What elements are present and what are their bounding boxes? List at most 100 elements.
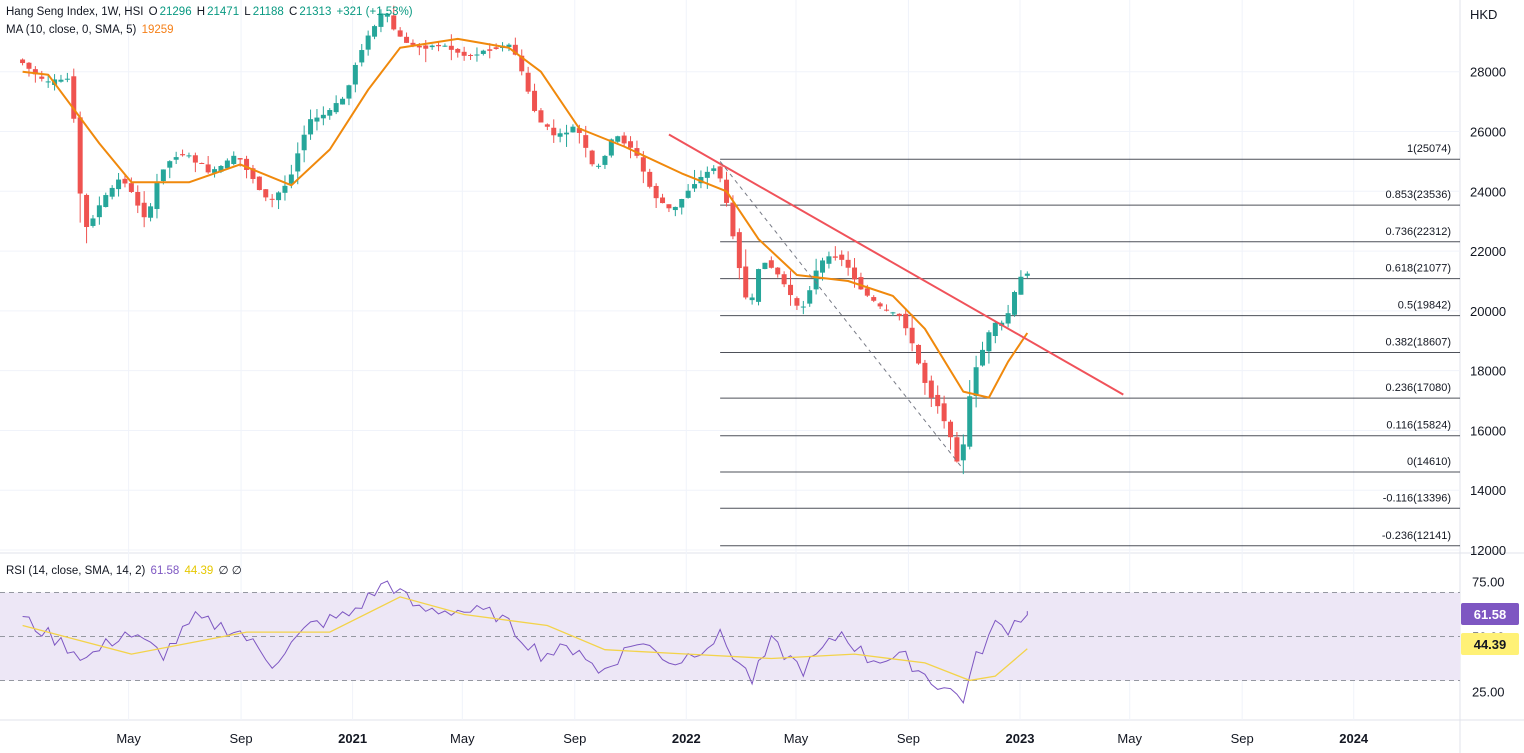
candle-body: [525, 72, 531, 92]
drawings[interactable]: [668, 133, 1124, 470]
fib-level-label: 0.116(15824): [1386, 420, 1451, 432]
time-tick-label: Sep: [230, 731, 253, 746]
candle-body: [589, 150, 595, 165]
candle-up: [480, 49, 486, 56]
candle-body: [704, 171, 710, 178]
candle-body: [26, 62, 32, 69]
candle-body: [237, 158, 243, 160]
candle-body: [122, 178, 128, 184]
candle-body: [224, 160, 230, 169]
candles: [20, 5, 1030, 475]
candle-down: [39, 70, 45, 82]
candle-body: [416, 45, 422, 48]
candle-down: [794, 296, 800, 311]
rsi-label: RSI (14, close, SMA, 14, 2): [6, 565, 146, 577]
time-axis[interactable]: May Sep 2021 May Sep 2022 May Sep 2023 May Sep 2024: [116, 731, 1369, 746]
candle-body: [148, 206, 154, 218]
candle-up: [564, 124, 570, 147]
candle-down: [256, 176, 262, 191]
candle-up: [1012, 290, 1018, 317]
fib-level-label: 0(14610): [1407, 456, 1451, 468]
candle-down: [775, 267, 781, 278]
candle-up: [154, 173, 160, 219]
candle-body: [890, 312, 896, 314]
candle-body: [602, 155, 608, 165]
close-label: C: [289, 6, 298, 18]
candle-body: [788, 284, 794, 296]
candle-body: [173, 157, 179, 160]
candle-body: [397, 30, 403, 37]
rsi-lines: [22, 580, 1028, 704]
candle-down: [180, 149, 186, 157]
candle-body: [596, 165, 602, 167]
candle-body: [77, 117, 83, 194]
candle-down: [404, 32, 410, 44]
candle-body: [212, 169, 218, 173]
candle-body: [429, 45, 435, 48]
fib-level-label: 1(25074): [1407, 143, 1451, 155]
candle-body: [736, 232, 742, 269]
candle-down: [32, 66, 38, 83]
fibonacci-levels[interactable]: 1(25074) 0.853(23536) 0.736(22312) 0.618(21…: [720, 143, 1460, 547]
candle-down: [909, 314, 915, 352]
candle-body: [180, 154, 186, 156]
candle-body: [1005, 313, 1011, 324]
candle-body: [244, 158, 250, 170]
rsi-sma-line: [22, 596, 1028, 682]
candle-up: [890, 311, 896, 317]
candle-down: [768, 256, 774, 269]
candle-down: [781, 271, 787, 288]
candle-body: [423, 45, 429, 49]
ma-legend[interactable]: MA (10, close, 0, SMA, 5) 19259: [6, 24, 176, 36]
candle-body: [20, 59, 26, 64]
candle-down: [788, 270, 794, 306]
price-scale[interactable]: 12000 14000 16000 18000 20000 22000 24000 26000…: [1470, 65, 1506, 558]
candle-up: [826, 251, 832, 269]
candle-down: [666, 204, 672, 213]
indicator-lines: [22, 37, 1029, 399]
candle-up: [333, 95, 339, 115]
candle-body: [743, 266, 749, 298]
candle-down: [269, 194, 275, 208]
candle-body: [640, 157, 646, 172]
trendline: [668, 133, 1124, 396]
candle-body: [532, 90, 538, 111]
candle-up: [327, 108, 333, 120]
candle-up: [762, 262, 768, 270]
high-label: H: [196, 6, 206, 18]
candle-body: [948, 421, 954, 438]
candle-body: [186, 155, 192, 157]
candle-down: [436, 41, 442, 52]
rsi-legend[interactable]: RSI (14, close, SMA, 14, 2) 61.58 44.39 …: [6, 563, 244, 577]
price-legend[interactable]: Hang Seng Index, 1W, HSI O 21296 H 21471 L…: [6, 6, 415, 18]
candle-down: [717, 165, 723, 183]
candle-body: [992, 322, 998, 337]
fib-level-label: 0.736(22312): [1386, 226, 1451, 238]
candle-down: [391, 5, 397, 31]
candle-down: [205, 155, 211, 174]
candle-up: [820, 257, 826, 281]
time-tick-label: 2022: [672, 731, 701, 746]
candle-down: [653, 183, 659, 208]
change-value: +321 (+1.53%): [336, 6, 413, 18]
candle-body: [749, 297, 755, 301]
candle-down: [532, 83, 538, 113]
candle-down: [250, 164, 256, 184]
candle-body: [1024, 273, 1030, 276]
candle-down: [455, 48, 461, 58]
candle-up: [186, 152, 192, 159]
candle-body: [346, 85, 352, 99]
candle-body: [807, 290, 813, 304]
price-tick-label: 18000: [1470, 364, 1506, 379]
candle-down: [916, 344, 922, 365]
candle-body: [340, 98, 346, 105]
candle-body: [128, 183, 134, 192]
candle-down: [84, 193, 90, 244]
candle-body: [109, 187, 115, 197]
candle-up: [711, 165, 717, 175]
candle-body: [628, 141, 634, 148]
candle-body: [468, 54, 474, 56]
candle-down: [128, 177, 134, 194]
candle-body: [32, 69, 38, 75]
